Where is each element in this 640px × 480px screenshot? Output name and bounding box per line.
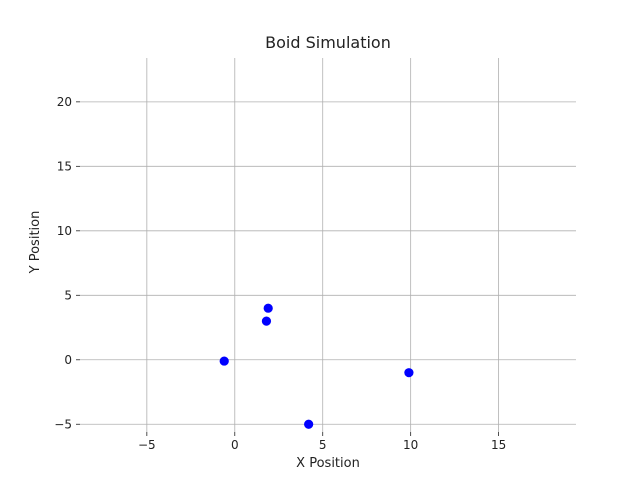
boid-point (263, 303, 273, 313)
y-tick-label: 5 (64, 288, 72, 302)
data-points (219, 303, 414, 429)
boid-point (219, 356, 229, 366)
y-tick-label: 20 (57, 95, 72, 109)
boid-point (261, 316, 272, 326)
x-axis-label: X Position (296, 456, 360, 471)
x-tick-label: 15 (491, 438, 506, 452)
chart-title: Boid Simulation (265, 33, 391, 52)
y-axis-label: Y Position (28, 211, 43, 275)
x-tick-label: 5 (319, 438, 327, 452)
boid-point (304, 419, 314, 429)
x-tick-label: −5 (138, 438, 156, 452)
axis-ticks: −5 0 5 10 15 −5 0 5 10 15 20 (54, 95, 506, 452)
x-tick-label: 0 (231, 438, 239, 452)
boid-point (404, 368, 414, 378)
y-tick-label: 15 (57, 159, 72, 173)
y-tick-label: 0 (64, 353, 72, 367)
y-tick-label: −5 (54, 417, 72, 431)
y-tick-label: 10 (57, 224, 72, 238)
grid (80, 58, 576, 432)
x-tick-label: 10 (403, 438, 418, 452)
